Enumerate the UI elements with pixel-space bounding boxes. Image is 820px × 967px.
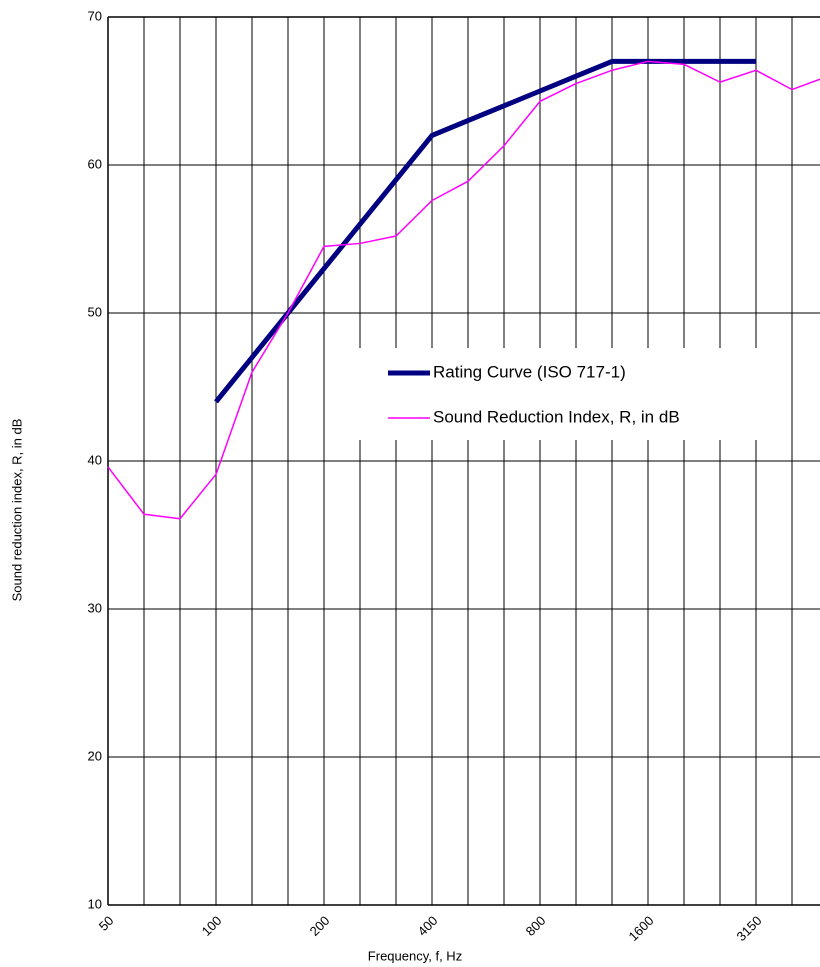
x-axis-label: Frequency, f, Hz	[368, 948, 462, 963]
x-tick-label: 200	[307, 913, 333, 939]
x-tick-label: 50	[96, 913, 117, 934]
y-tick-label: 30	[88, 600, 102, 615]
legend-box	[352, 348, 790, 440]
x-tick-label: 800	[523, 913, 549, 939]
y-tick-label: 40	[88, 452, 102, 467]
y-tick-label: 70	[88, 8, 102, 23]
x-tick-label: 3150	[733, 913, 764, 944]
x-tick-label: 400	[415, 913, 441, 939]
y-axis-label: Sound reduction index, R, in dB	[9, 419, 24, 602]
x-tick-label: 100	[199, 913, 225, 939]
plot-area	[107, 16, 820, 906]
y-tick-label: 20	[88, 748, 102, 763]
y-tick-label: 50	[88, 304, 102, 319]
x-tick-label: 1600	[625, 913, 656, 944]
legend-label: Sound Reduction Index, R, in dB	[433, 407, 680, 426]
data-line	[107, 60, 820, 520]
y-tick-label: 10	[88, 896, 102, 911]
legend-label: Rating Curve (ISO 717-1)	[433, 362, 626, 381]
y-tick-label: 60	[88, 156, 102, 171]
data-line	[214, 58, 756, 404]
